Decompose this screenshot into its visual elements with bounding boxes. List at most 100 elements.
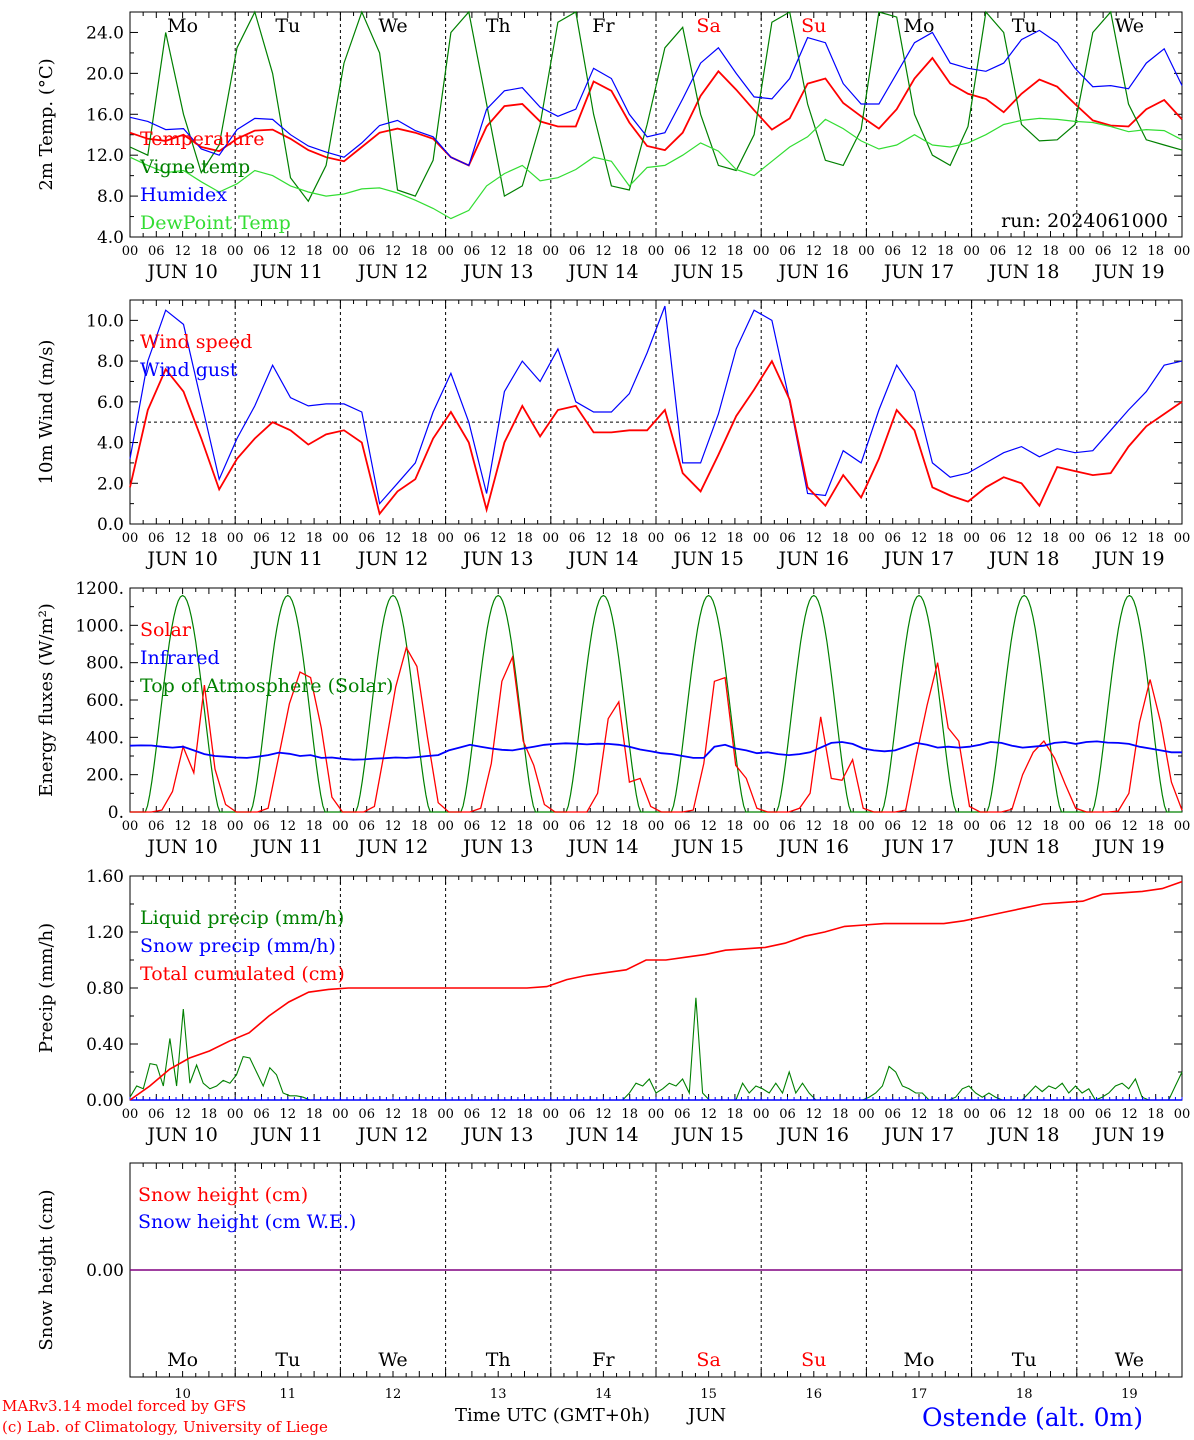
x-hour-tick-label: 00 xyxy=(648,244,665,259)
y-tick-label: 0.00 xyxy=(86,1091,124,1111)
x-hour-tick-label: 18 xyxy=(201,819,218,834)
x-date-label: JUN 14 xyxy=(566,1124,638,1146)
y-tick-label: 1.60 xyxy=(86,867,124,887)
x-hour-tick-label: 12 xyxy=(490,1107,507,1122)
x-hour-tick-label: 00 xyxy=(1069,1107,1086,1122)
x-hour-tick-label: 12 xyxy=(280,531,297,546)
x-date-label: JUN 14 xyxy=(566,261,638,283)
weekday-label: Sa xyxy=(696,15,720,37)
x-hour-tick-label: 18 xyxy=(727,1107,744,1122)
x-hour-tick-label: 18 xyxy=(1147,819,1164,834)
x-hour-tick-label: 00 xyxy=(648,531,665,546)
x-hour-tick-label: 06 xyxy=(464,244,481,259)
x-hour-tick-label: 06 xyxy=(358,819,375,834)
x-hour-tick-label: 18 xyxy=(727,819,744,834)
x-date-label: JUN 18 xyxy=(987,261,1059,283)
legend-entry: Liquid precip (mm/h) xyxy=(140,907,344,929)
x-hour-tick-label: 18 xyxy=(621,244,638,259)
x-hour-tick-label: 12 xyxy=(1016,819,1033,834)
x-hour-tick-label: 00 xyxy=(227,1107,244,1122)
y-tick-label: 600. xyxy=(86,691,124,711)
x-hour-tick-label: 00 xyxy=(858,531,875,546)
x-hour-tick-label: 00 xyxy=(437,819,454,834)
x-hour-tick-label: 06 xyxy=(779,819,796,834)
x-hour-tick-label: 12 xyxy=(1016,531,1033,546)
x-hour-tick-label: 18 xyxy=(937,819,954,834)
x-hour-tick-label: 00 xyxy=(753,1107,770,1122)
y-tick-label: 1.20 xyxy=(86,923,124,943)
legend-entry: Infrared xyxy=(140,647,220,669)
x-hour-tick-label: 00 xyxy=(858,244,875,259)
day-number-label: 13 xyxy=(490,1387,507,1402)
legend-entry: Temperature xyxy=(140,128,264,150)
x-hour-tick-label: 00 xyxy=(122,819,139,834)
y-tick-label: 200. xyxy=(86,766,124,786)
x-hour-tick-label: 18 xyxy=(621,819,638,834)
x-hour-tick-label: 00 xyxy=(543,1107,560,1122)
x-hour-tick-label: 12 xyxy=(174,819,191,834)
series-line-humidex xyxy=(129,29,1183,167)
x-hour-tick-label: 06 xyxy=(148,244,165,259)
weekday-label: Th xyxy=(486,1349,511,1371)
panel-wind: 0.0 2.0 4.0 6.0 8.0 10.0 10m Wind (m/s) Wind sp… xyxy=(36,299,1190,570)
x-date-label: JUN 15 xyxy=(671,836,743,858)
x-hour-tick-label: 12 xyxy=(806,819,823,834)
y-axis-label: 10m Wind (m/s) xyxy=(36,340,57,485)
x-hour-tick-label: 06 xyxy=(569,531,586,546)
day-number-label: 19 xyxy=(1121,1387,1138,1402)
series-line-dewpoint-temp xyxy=(129,117,1183,220)
x-hour-tick-label: 00 xyxy=(753,531,770,546)
x-hour-tick-label: 12 xyxy=(385,1107,402,1122)
x-hour-tick-label: 06 xyxy=(990,531,1007,546)
x-hour-tick-label: 00 xyxy=(1069,819,1086,834)
x-date-label: JUN 12 xyxy=(356,548,428,570)
weekday-label: We xyxy=(1115,1349,1144,1371)
x-date-label: JUN 14 xyxy=(566,836,638,858)
x-hour-tick-label: 12 xyxy=(911,1107,928,1122)
panel-energy: 0. 200. 400. 600. 800. 1000. 1200. Energy fluxe… xyxy=(36,579,1190,858)
run-annotation: run: 2024061000 xyxy=(1001,210,1168,232)
x-date-label: JUN 14 xyxy=(566,548,638,570)
x-hour-tick-label: 00 xyxy=(437,531,454,546)
y-tick-label: 4.0 xyxy=(97,228,124,248)
x-date-label: JUN 10 xyxy=(145,836,217,858)
x-date-label: JUN 17 xyxy=(882,1124,954,1146)
x-hour-tick-label: 18 xyxy=(937,531,954,546)
x-hour-tick-label: 00 xyxy=(437,1107,454,1122)
x-date-label: JUN 10 xyxy=(145,1124,217,1146)
day-number-label: 15 xyxy=(700,1387,717,1402)
x-hour-tick-label: 12 xyxy=(385,244,402,259)
x-hour-tick-label: 00 xyxy=(963,244,980,259)
x-hour-tick-label: 06 xyxy=(148,819,165,834)
x-hour-tick-label: 18 xyxy=(1147,244,1164,259)
x-hour-tick-label: 06 xyxy=(674,1107,691,1122)
x-hour-tick-label: 12 xyxy=(490,819,507,834)
x-date-label: JUN 13 xyxy=(461,548,533,570)
legend-entry: Vigne temp xyxy=(139,156,250,178)
x-hour-tick-label: 06 xyxy=(253,244,270,259)
weekday-label: Tu xyxy=(275,1349,300,1371)
weekday-label: Mo xyxy=(167,1349,198,1371)
y-tick-label: 8.0 xyxy=(97,187,124,207)
location-title: Ostende (alt. 0m) xyxy=(922,1403,1143,1432)
series-line-solar xyxy=(130,646,1183,813)
x-hour-tick-label: 00 xyxy=(543,244,560,259)
x-hour-tick-label: 18 xyxy=(621,1107,638,1122)
x-date-label: JUN 19 xyxy=(1092,1124,1164,1146)
x-hour-tick-label: 12 xyxy=(700,819,717,834)
panel-precip: 0.00 0.40 0.80 1.20 1.60 Precip (mm/h) Liquid … xyxy=(36,867,1190,1146)
weekday-label: Mo xyxy=(167,15,198,37)
series-line-wind-gust xyxy=(129,305,1183,505)
x-hour-tick-label: 12 xyxy=(595,531,612,546)
x-date-label: JUN 10 xyxy=(145,548,217,570)
x-hour-tick-label: 12 xyxy=(174,244,191,259)
x-hour-tick-label: 00 xyxy=(543,819,560,834)
day-number-label: 16 xyxy=(806,1387,823,1402)
x-hour-tick-label: 00 xyxy=(648,819,665,834)
x-hour-tick-label: 06 xyxy=(569,1107,586,1122)
x-hour-tick-label: 18 xyxy=(306,819,323,834)
x-hour-tick-label: 12 xyxy=(385,531,402,546)
x-hour-tick-label: 06 xyxy=(464,1107,481,1122)
x-hour-tick-label: 12 xyxy=(1121,819,1138,834)
y-tick-label: 12.0 xyxy=(86,146,124,166)
